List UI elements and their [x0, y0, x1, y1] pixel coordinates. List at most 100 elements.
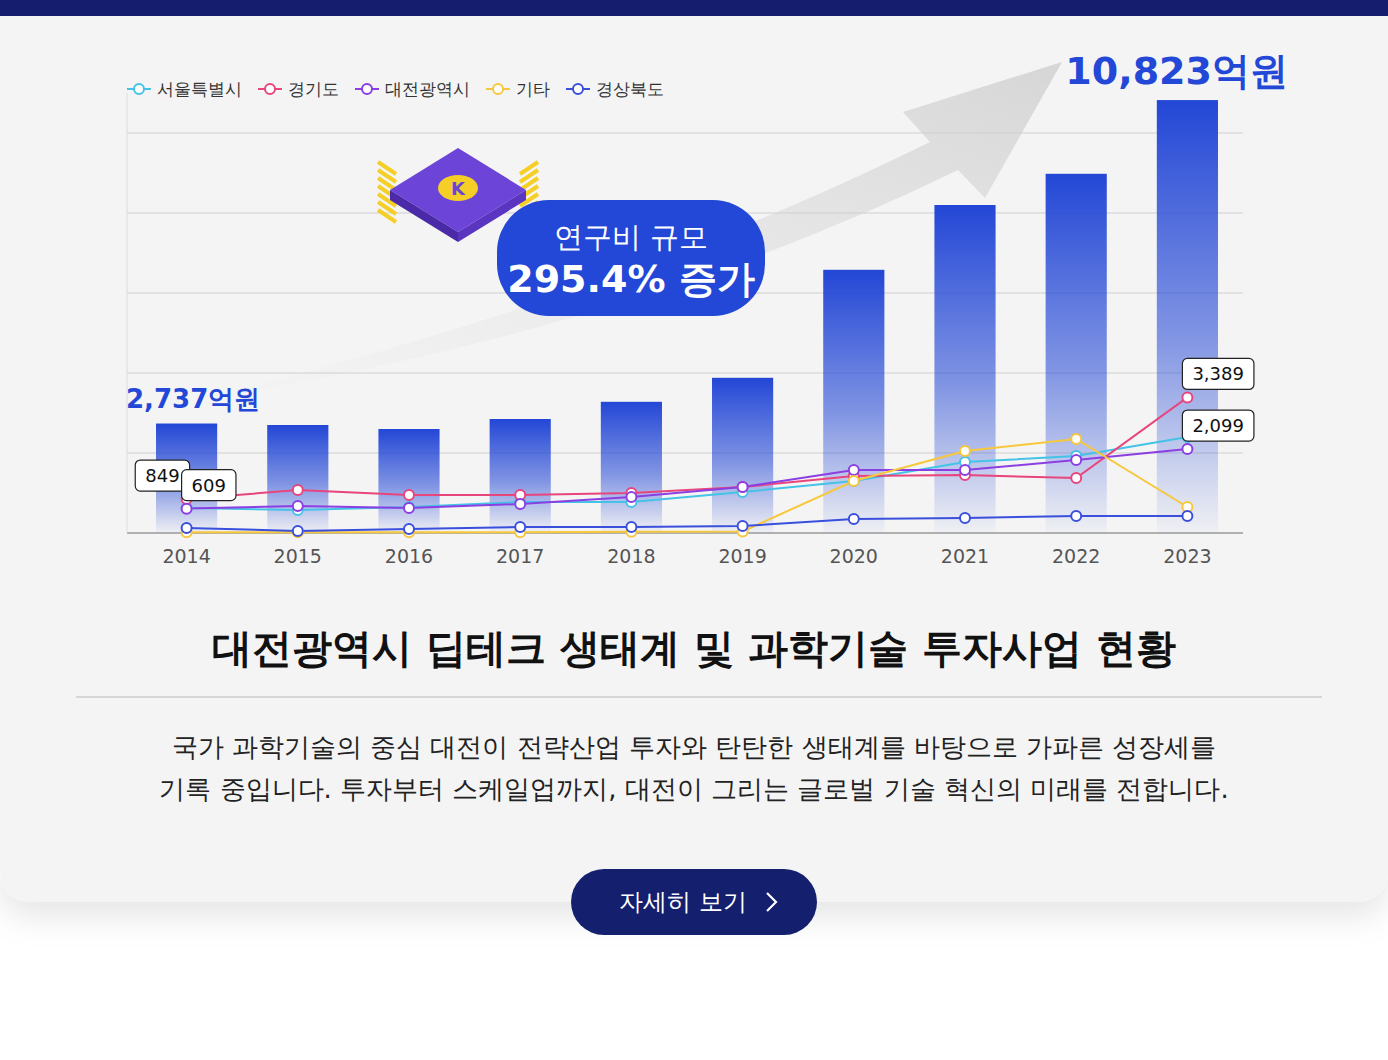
- legend-label: 기타: [516, 79, 550, 99]
- point: [1071, 511, 1081, 521]
- bar: [1046, 174, 1107, 533]
- data-label: 3,389: [1192, 363, 1244, 384]
- card: [0, 0, 1388, 902]
- y-axis-line: [127, 93, 128, 533]
- legend-label: 경기도: [288, 79, 339, 99]
- x-tick-label: 2019: [718, 545, 766, 567]
- chip-body: [390, 148, 526, 232]
- data-label: 2,099: [1192, 415, 1244, 436]
- point: [626, 522, 636, 532]
- bar: [601, 402, 662, 533]
- callout-box: [1182, 410, 1254, 441]
- point: [849, 476, 859, 486]
- trend-arrow: [185, 62, 1062, 402]
- legend-label: 서울특별시: [157, 79, 242, 99]
- bar-label: 2,737억원: [126, 384, 260, 414]
- point: [404, 503, 414, 513]
- legend: 서울특별시 경기도 대전광역시 기타 경상북도: [127, 79, 664, 99]
- point: [404, 490, 414, 500]
- point: [1071, 434, 1081, 444]
- heading: 대전광역시 딥테크 생태계 및 과학기술 투자사업 현황: [212, 625, 1176, 671]
- legend-marker: [362, 84, 372, 94]
- data-label: 849: [145, 465, 179, 486]
- bar: [267, 425, 328, 533]
- x-tick-label: 2022: [1052, 545, 1100, 567]
- callout-box: [1182, 358, 1254, 389]
- x-tick-label: 2015: [274, 545, 322, 567]
- point: [626, 492, 636, 502]
- point: [1071, 473, 1081, 483]
- point: [293, 526, 303, 536]
- x-tick-label: 2020: [830, 545, 878, 567]
- description: 기록 중입니다. 투자부터 스케일업까지, 대전이 그리는 글로벌 기술 혁신의…: [159, 774, 1228, 804]
- line: [187, 516, 1188, 531]
- point: [293, 501, 303, 511]
- bar: [490, 419, 551, 533]
- point: [1071, 455, 1081, 465]
- x-tick-label: 2016: [385, 545, 433, 567]
- bar: [712, 378, 773, 533]
- grid-line: [127, 133, 1243, 134]
- point: [738, 521, 748, 531]
- point: [515, 522, 525, 532]
- point: [1182, 392, 1192, 402]
- marks: [156, 100, 1218, 537]
- point: [1182, 511, 1192, 521]
- bar: [1157, 100, 1218, 533]
- button[interactable]: 자세히 보기: [571, 869, 817, 935]
- point: [293, 485, 303, 495]
- annotation-text: 295.4% 증가: [507, 257, 755, 301]
- legend-marker: [265, 84, 275, 94]
- legend-marker: [493, 84, 503, 94]
- data-label: 609: [192, 475, 226, 496]
- point: [182, 523, 192, 533]
- point: [960, 465, 970, 475]
- annotation-text: 연구비 규모: [554, 220, 708, 254]
- point: [960, 513, 970, 523]
- callout: 3,389: [1182, 358, 1254, 389]
- callout-box: [182, 470, 236, 501]
- x-tick-label: 2014: [162, 545, 210, 567]
- point: [960, 446, 970, 456]
- bar-label: 10,823억원: [1065, 49, 1288, 93]
- annotation: 연구비 규모295.4% 증가: [497, 200, 765, 316]
- line: [187, 449, 1188, 509]
- bar: [823, 270, 884, 533]
- chip-badge: [438, 175, 478, 201]
- callout: 2,099: [1182, 410, 1254, 441]
- button-bg[interactable]: [571, 869, 817, 935]
- x-tick-label: 2021: [941, 545, 989, 567]
- point: [849, 514, 859, 524]
- x-tick-label: 2018: [607, 545, 655, 567]
- point: [1182, 444, 1192, 454]
- line: [187, 397, 1188, 499]
- line: [187, 437, 1188, 510]
- button-chevron[interactable]: [767, 893, 776, 911]
- point: [404, 524, 414, 534]
- button-label[interactable]: 자세히 보기: [619, 888, 747, 916]
- point: [404, 502, 414, 512]
- point: [515, 499, 525, 509]
- description: 국가 과학기술의 중심 대전이 전략산업 투자와 탄탄한 생태계를 바탕으로 가…: [172, 732, 1217, 762]
- legend-marker: [134, 84, 144, 94]
- point: [182, 503, 192, 513]
- labels: 2,737억원 10,823억원 849 3,389 609 2,099: [126, 49, 1288, 501]
- bar: [378, 429, 439, 533]
- grid: [127, 133, 1243, 533]
- top-band: [0, 0, 1388, 16]
- point: [738, 482, 748, 492]
- legend-marker: [573, 84, 583, 94]
- chip-pin: [378, 210, 396, 222]
- x-tick-label: 2023: [1163, 545, 1211, 567]
- x-tick-label: 2017: [496, 545, 544, 567]
- point: [182, 504, 192, 514]
- point: [738, 482, 748, 492]
- point: [849, 476, 859, 486]
- legend-label: 대전광역시: [385, 79, 470, 99]
- annotation-pill: [497, 200, 765, 316]
- point: [849, 465, 859, 475]
- line: [187, 439, 1188, 532]
- page: 2,737억원 10,823억원 849 3,389 609 2,099 2014 2015 2…: [0, 0, 1388, 1060]
- chip-label: K: [451, 178, 466, 199]
- legend-label: 경상북도: [596, 79, 664, 99]
